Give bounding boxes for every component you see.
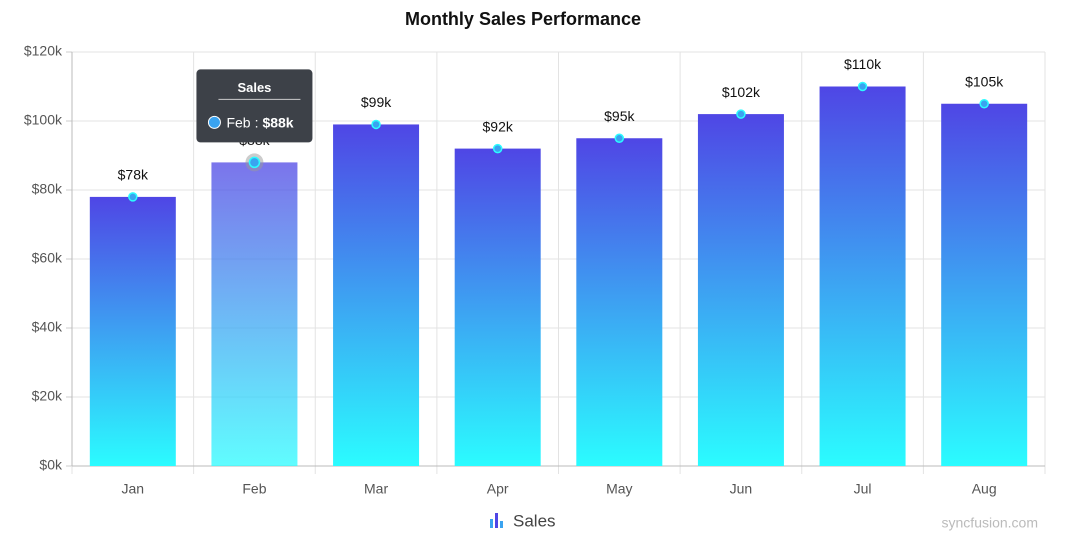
data-label: $110k — [844, 56, 882, 72]
bar — [697, 114, 784, 466]
tooltip: Sales Feb: $88k — [196, 69, 313, 143]
x-tick-label: Mar — [364, 481, 388, 497]
tooltip-title: Sales — [237, 80, 271, 95]
x-tick-label: Aug — [972, 481, 997, 497]
bar — [89, 196, 176, 466]
tooltip-part: Feb — [226, 114, 250, 130]
marker — [614, 133, 625, 143]
bar — [333, 124, 420, 466]
x-tick-label: Jun — [730, 481, 753, 497]
data-label: $105k — [965, 73, 1004, 89]
marker — [248, 156, 261, 169]
tooltip-marker — [207, 115, 221, 129]
tooltip-text: Feb: $88k — [226, 114, 293, 130]
tooltip-part: : — [255, 114, 259, 130]
y-tick-label: $80k — [32, 181, 63, 197]
legend-icon — [495, 513, 498, 528]
chart-title: Monthly Sales Performance — [405, 9, 641, 29]
credit: syncfusion.com — [942, 515, 1038, 531]
x-tick-label: Feb — [242, 481, 266, 497]
data-label: $92k — [483, 118, 514, 134]
bar — [941, 103, 1028, 466]
y-tick-label: $120k — [24, 43, 63, 59]
x-tick-label: Apr — [487, 481, 509, 497]
y-tick-label: $0k — [39, 457, 63, 473]
legend[interactable]: Sales — [490, 511, 556, 530]
data-label: $102k — [722, 84, 761, 100]
tooltip-box — [196, 69, 313, 143]
bar — [576, 138, 663, 466]
marker — [128, 192, 138, 202]
y-tick-label: $60k — [32, 250, 63, 266]
bar — [819, 86, 906, 466]
marker — [492, 143, 503, 154]
tooltip-part: $88k — [262, 114, 293, 130]
data-label: $95k — [604, 108, 635, 124]
bar — [454, 148, 541, 466]
data-label: $78k — [118, 167, 149, 183]
x-tick-label: Jan — [122, 481, 145, 497]
bar — [211, 162, 298, 466]
marker — [736, 109, 746, 119]
marker — [857, 81, 868, 92]
y-tick-label: $40k — [32, 319, 63, 335]
legend-label[interactable]: Sales — [513, 511, 556, 530]
y-tick-label: $20k — [32, 388, 63, 404]
data-label: $99k — [361, 94, 392, 110]
legend-icon — [490, 519, 493, 528]
x-tick-label: May — [606, 481, 632, 497]
y-tick-label: $100k — [24, 112, 63, 128]
legend-icon — [500, 521, 503, 528]
x-tick-label: Jul — [854, 481, 872, 497]
marker — [979, 99, 989, 109]
marker — [371, 119, 381, 130]
